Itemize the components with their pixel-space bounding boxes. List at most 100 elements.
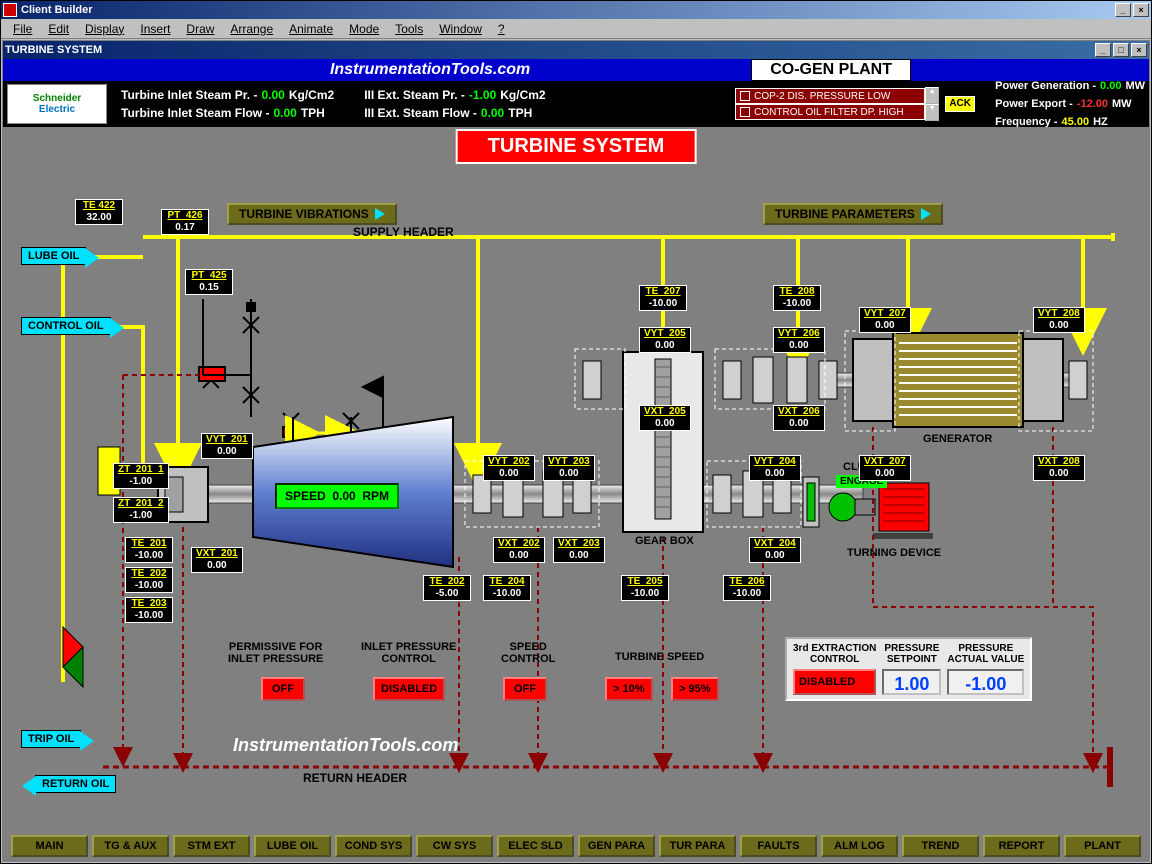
return-header-label: RETURN HEADER	[303, 771, 407, 785]
nav-plant[interactable]: PLANT	[1064, 835, 1141, 857]
tag-te202b: TE_202-5.00	[423, 575, 471, 601]
plant-label: CO-GEN PLANT	[751, 59, 911, 81]
menu-draw[interactable]: Draw	[178, 20, 222, 38]
inner-title-text: TURBINE SYSTEM	[5, 44, 102, 56]
title-banner: TURBINE SYSTEM	[456, 129, 697, 164]
third-extraction-panel: 3rd EXTRACTION CONTROLDISABLED PRESSURE …	[785, 637, 1032, 701]
watermark: InstrumentationTools.com	[233, 735, 458, 756]
alarm-item[interactable]: COP-2 DIS. PRESSURE LOW	[735, 88, 925, 104]
nav-bar: MAINTG & AUXSTM EXTLUBE OILCOND SYSCW SY…	[3, 835, 1149, 857]
nav-main[interactable]: MAIN	[11, 835, 88, 857]
alarm-box: COP-2 DIS. PRESSURE LOW CONTROL OIL FILT…	[735, 87, 981, 121]
nav-alm-log[interactable]: ALM LOG	[821, 835, 898, 857]
close-button[interactable]: ×	[1133, 3, 1149, 17]
tag-pt426: PT_4260.17	[161, 209, 209, 235]
turbine-vibrations-button[interactable]: TURBINE VIBRATIONS	[227, 203, 397, 225]
inner-titlebar: TURBINE SYSTEM _ □ ×	[3, 41, 1149, 59]
tag-vxt201: VXT_2010.00	[191, 547, 243, 573]
app-icon	[3, 3, 17, 17]
speed-control-value[interactable]: OFF	[503, 677, 547, 701]
tag-vxt205: VXT_2050.00	[639, 405, 691, 431]
minimize-button[interactable]: _	[1115, 3, 1131, 17]
trip-oil-arrow: TRIP OIL	[21, 730, 81, 748]
supply-header-label: SUPPLY HEADER	[353, 225, 454, 239]
info-center: InstrumentationTools.com	[109, 61, 751, 79]
menu-file[interactable]: File	[5, 20, 40, 38]
turbine-parameters-button[interactable]: TURBINE PARAMETERS	[763, 203, 943, 225]
return-oil-arrow: RETURN OIL	[35, 775, 116, 793]
tag-vyt203: VYT_2030.00	[543, 455, 595, 481]
inner-maximize[interactable]: □	[1113, 43, 1129, 57]
nav-report[interactable]: REPORT	[983, 835, 1060, 857]
menu-animate[interactable]: Animate	[281, 20, 341, 38]
permissive-value[interactable]: OFF	[261, 677, 305, 701]
tag-te206: TE_206-10.00	[723, 575, 771, 601]
window-title: Client Builder	[21, 4, 93, 16]
outer-titlebar: Client Builder _ ×	[1, 1, 1151, 19]
nav-faults[interactable]: FAULTS	[740, 835, 817, 857]
tag-vyt206: VYT_2060.00	[773, 327, 825, 353]
menu-display[interactable]: Display	[77, 20, 132, 38]
alarm-item[interactable]: CONTROL OIL FILTER DP. HIGH	[735, 104, 925, 120]
tag-vxt202: VXT_2020.00	[493, 537, 545, 563]
ext3-setpoint: 1.00	[882, 669, 941, 695]
gearbox-label: GEAR BOX	[635, 535, 694, 547]
ext3-disabled[interactable]: DISABLED	[793, 669, 876, 695]
permissive-label: PERMISSIVE FOR INLET PRESSURE	[228, 641, 323, 665]
tag-vxt207: VXT_2070.00	[859, 455, 911, 481]
inner-minimize[interactable]: _	[1095, 43, 1111, 57]
nav-stm-ext[interactable]: STM EXT	[173, 835, 250, 857]
ack-button[interactable]: ACK	[945, 96, 975, 112]
nav-cw-sys[interactable]: CW SYS	[416, 835, 493, 857]
turbine-speed-95[interactable]: > 95%	[671, 677, 719, 701]
nav-lube-oil[interactable]: LUBE OIL	[254, 835, 331, 857]
menu-insert[interactable]: Insert	[132, 20, 178, 38]
inner-close[interactable]: ×	[1131, 43, 1147, 57]
param-col-1: Turbine Inlet Steam Pr. -0.00Kg/Cm2 Turb…	[121, 86, 334, 122]
nav-cond-sys[interactable]: COND SYS	[335, 835, 412, 857]
tag-vxt208: VXT_2080.00	[1033, 455, 1085, 481]
tag-te203: TE_203-10.00	[125, 597, 173, 623]
hmi-canvas: TURBINE SYSTEM TURBINE VIBRATIONS TURBIN…	[3, 127, 1149, 861]
tag-vyt208: VYT_2080.00	[1033, 307, 1085, 333]
tag-te202: TE_202-10.00	[125, 567, 173, 593]
menu-edit[interactable]: Edit	[40, 20, 77, 38]
tag-te205: TE_205-10.00	[621, 575, 669, 601]
generator-label: GENERATOR	[923, 433, 992, 445]
menubar: File Edit Display Insert Draw Arrange An…	[1, 19, 1151, 39]
nav-gen-para[interactable]: GEN PARA	[578, 835, 655, 857]
tag-vxt206: VXT_2060.00	[773, 405, 825, 431]
menu-window[interactable]: Window	[431, 20, 490, 38]
tag-te201: TE_201-10.00	[125, 537, 173, 563]
ext3-actual: -1.00	[947, 669, 1024, 695]
diagram-svg	[3, 127, 1143, 847]
tag-zt201_1: ZT_201_1-1.00	[113, 463, 169, 489]
tag-vyt201: VYT_2010.00	[201, 433, 253, 459]
nav-trend[interactable]: TREND	[902, 835, 979, 857]
tag-pt425: PT_4250.15	[185, 269, 233, 295]
info-strip: InstrumentationTools.com CO-GEN PLANT	[3, 59, 1149, 81]
inlet-label: INLET PRESSURE CONTROL	[361, 641, 456, 665]
menu-mode[interactable]: Mode	[341, 20, 387, 38]
nav-tur-para[interactable]: TUR PARA	[659, 835, 736, 857]
nav-tg-aux[interactable]: TG & AUX	[92, 835, 169, 857]
tag-te204: TE_204-10.00	[483, 575, 531, 601]
turning-device-label: TURNING DEVICE	[847, 547, 941, 559]
tag-te207: TE_207-10.00	[639, 285, 687, 311]
alarm-scrollbar[interactable]: ▲▼	[925, 87, 939, 121]
menu-arrange[interactable]: Arrange	[222, 20, 281, 38]
tag-zt201_2: ZT_201_2-1.00	[113, 497, 169, 523]
lube-oil-arrow: LUBE OIL	[21, 247, 86, 265]
tag-te208: TE_208-10.00	[773, 285, 821, 311]
inlet-value[interactable]: DISABLED	[373, 677, 445, 701]
tag-vyt207: VYT_2070.00	[859, 307, 911, 333]
param-col-2: III Ext. Steam Pr. --1.00Kg/Cm2 III Ext.…	[364, 86, 545, 122]
turbine-speed-10[interactable]: > 10%	[605, 677, 653, 701]
menu-help[interactable]: ?	[490, 20, 513, 38]
tag-vyt202: VYT_2020.00	[483, 455, 535, 481]
schneider-logo: SchneiderElectric	[7, 84, 107, 124]
nav-elec-sld[interactable]: ELEC SLD	[497, 835, 574, 857]
control-oil-arrow: CONTROL OIL	[21, 317, 111, 335]
menu-tools[interactable]: Tools	[387, 20, 431, 38]
tag-te422: TE 42232.00	[75, 199, 123, 225]
